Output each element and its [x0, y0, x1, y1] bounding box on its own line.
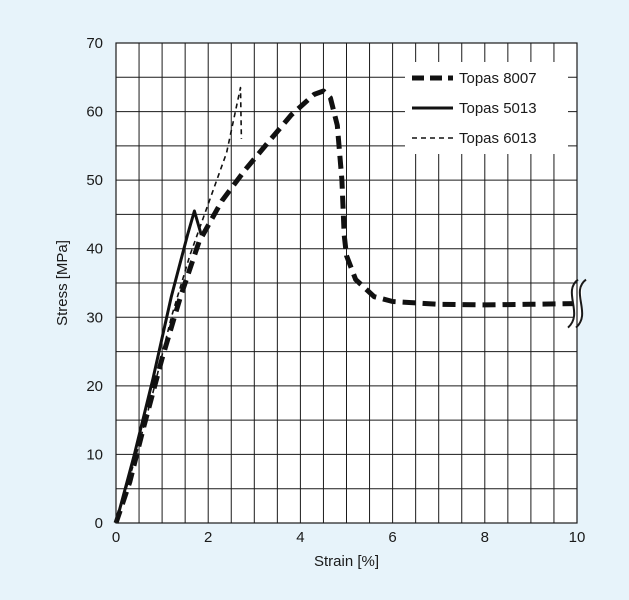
y-tick-label: 30: [86, 309, 103, 326]
plot-frame: [115, 42, 578, 524]
x-tick-label: 4: [296, 529, 304, 546]
y-tick-label: 10: [86, 446, 103, 463]
legend-label: Topas 6013: [459, 130, 537, 147]
legend: Topas 8007 Topas 5013 Topas 6013: [405, 62, 568, 154]
y-tick-label: 70: [86, 35, 103, 52]
series-line: [113, 88, 575, 524]
y-axis-label: Stress [MPa]: [54, 240, 71, 326]
y-tick-label: 0: [95, 515, 103, 532]
tick-labels: 0 2 4 6 8 10 0 10 20 30 40 50 60 70: [86, 35, 585, 546]
legend-label: Topas 5013: [459, 100, 537, 117]
x-axis-label: Strain [%]: [314, 553, 379, 570]
x-tick-label: 10: [569, 529, 586, 546]
y-tick-label: 20: [86, 378, 103, 395]
break-mark-line: [567, 278, 579, 329]
y-tick-label: 60: [86, 104, 103, 121]
x-tick-label: 0: [112, 529, 120, 546]
y-tick-label: 50: [86, 172, 103, 189]
series-lines: [113, 86, 575, 524]
x-tick-label: 6: [388, 529, 396, 546]
break-mark-line: [575, 278, 587, 329]
series-line: [114, 209, 203, 524]
y-tick-label: 40: [86, 241, 103, 258]
legend-label: Topas 8007: [459, 70, 537, 87]
x-tick-label: 2: [204, 529, 212, 546]
x-tick-label: 8: [481, 529, 489, 546]
